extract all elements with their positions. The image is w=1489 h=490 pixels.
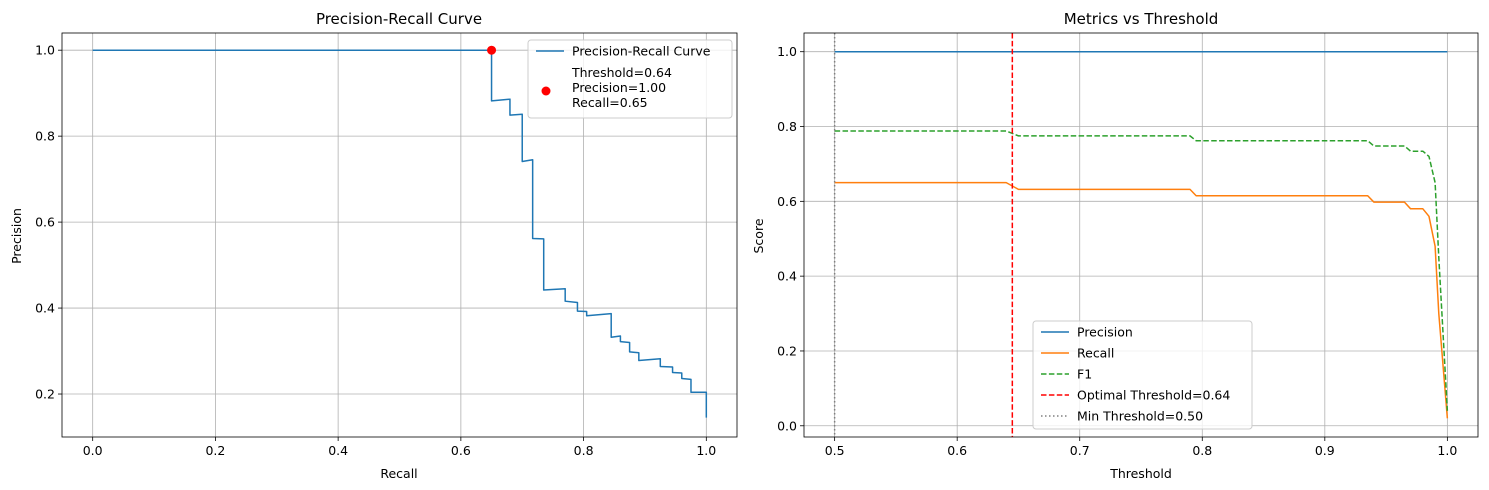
y-tick-label: 1.0 bbox=[35, 43, 55, 58]
y-tick-label: 0.4 bbox=[35, 301, 55, 316]
y-axis-label: Score bbox=[751, 218, 766, 253]
legend-label: Threshold=0.64 bbox=[571, 65, 672, 80]
series-line bbox=[92, 49, 708, 418]
plot-area bbox=[833, 33, 1449, 437]
plot-area bbox=[92, 45, 708, 418]
legend: Precision-Recall Curve Threshold=0.64Prec… bbox=[527, 39, 733, 119]
legend-label: Precision=1.00 bbox=[572, 80, 666, 95]
y-tick-label: 0.8 bbox=[777, 119, 797, 134]
y-tick-label: 0.6 bbox=[777, 194, 797, 209]
x-axis-label: Threshold bbox=[1109, 466, 1172, 481]
x-tick-label: 1.0 bbox=[1437, 443, 1457, 458]
legend-marker bbox=[541, 86, 551, 96]
x-tick-label: 0.0 bbox=[83, 443, 103, 458]
x-axis-label: Recall bbox=[380, 466, 417, 481]
y-axis-label: Precision bbox=[9, 208, 24, 264]
x-tick-label: 1.0 bbox=[696, 443, 716, 458]
legend-label: Precision bbox=[1077, 325, 1133, 340]
x-tick-label: 0.6 bbox=[451, 443, 471, 458]
y-tick-label: 0.6 bbox=[35, 215, 55, 230]
legend-label: Precision-Recall Curve bbox=[572, 44, 711, 59]
legend-box bbox=[527, 39, 733, 119]
series-line bbox=[834, 130, 1449, 411]
y-tick-label: 0.8 bbox=[35, 129, 55, 144]
legend-label: Optimal Threshold=0.64 bbox=[1077, 388, 1230, 403]
y-tick-label: 0.4 bbox=[777, 269, 797, 284]
axes-frame bbox=[61, 32, 738, 438]
x-tick-label: 0.8 bbox=[574, 443, 594, 458]
legend-box bbox=[1032, 320, 1253, 430]
precision-recall-chart: Precision-Recall Curve Recall Precision … bbox=[9, 10, 738, 481]
x-tick-label: 0.9 bbox=[1315, 443, 1335, 458]
x-tick-label: 0.7 bbox=[1070, 443, 1090, 458]
legend-label: Min Threshold=0.50 bbox=[1077, 409, 1203, 424]
y-tick-label: 1.0 bbox=[777, 44, 797, 59]
chart-title: Precision-Recall Curve bbox=[316, 10, 482, 28]
x-tick-label: 0.5 bbox=[825, 443, 845, 458]
series-line bbox=[834, 181, 1449, 419]
y-tick-label: 0.0 bbox=[777, 418, 797, 433]
x-tick-label: 0.6 bbox=[947, 443, 967, 458]
highlight-point bbox=[487, 45, 497, 55]
x-tick-label: 0.8 bbox=[1192, 443, 1212, 458]
metrics-threshold-chart: Metrics vs Threshold Threshold Score 0.5… bbox=[751, 10, 1479, 481]
legend: Precision Recall F1 Optimal Threshold=0.64 M… bbox=[1032, 320, 1253, 430]
chart-title: Metrics vs Threshold bbox=[1064, 10, 1219, 28]
x-tick-label: 0.2 bbox=[205, 443, 225, 458]
y-tick-label: 0.2 bbox=[777, 343, 797, 358]
x-tick-label: 0.4 bbox=[328, 443, 348, 458]
y-tick-label: 0.2 bbox=[35, 387, 55, 402]
legend-label: Recall bbox=[1077, 346, 1114, 361]
legend-label: Recall=0.65 bbox=[572, 95, 648, 110]
legend-label: F1 bbox=[1077, 367, 1092, 382]
axes-frame bbox=[803, 32, 1479, 438]
